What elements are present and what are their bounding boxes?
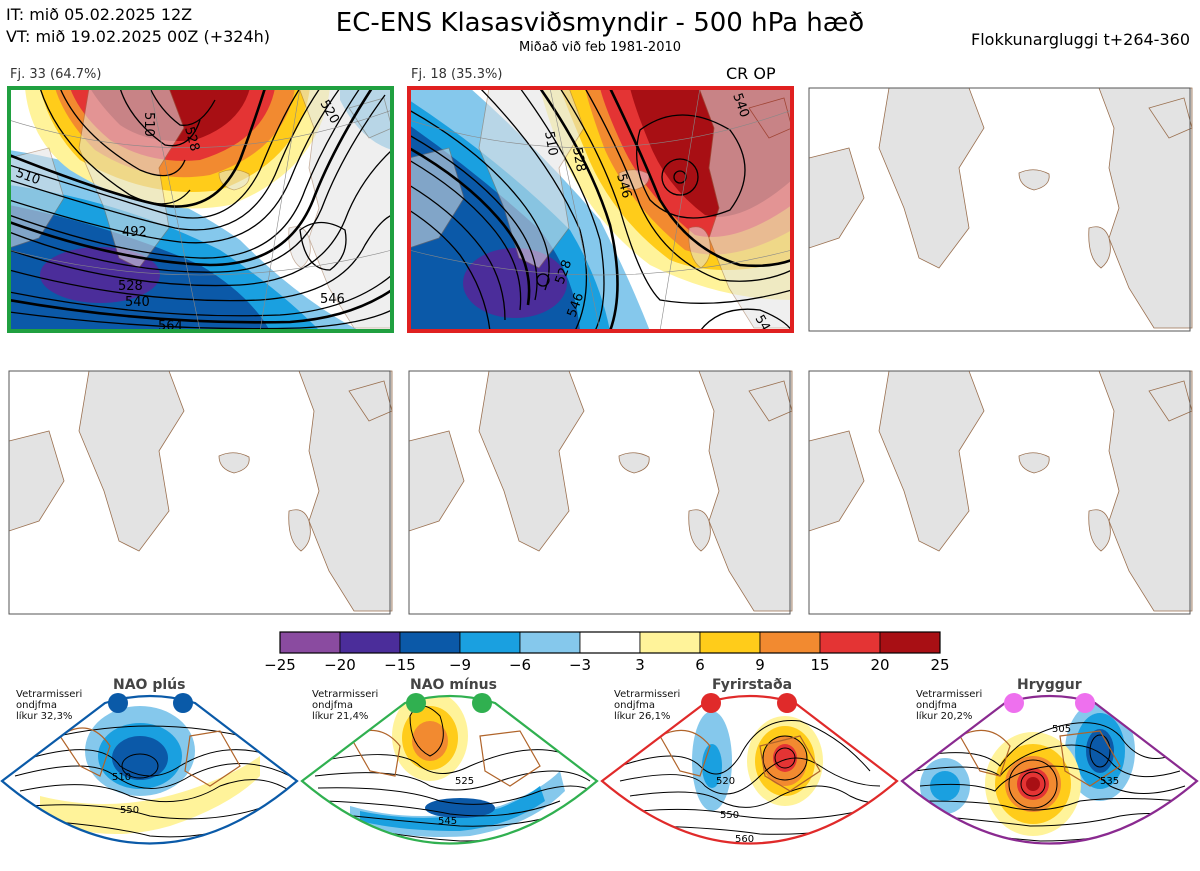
colorbar-cell bbox=[279, 631, 341, 654]
cluster-1-contour-label: 564 bbox=[158, 319, 183, 334]
regime-4-note: Vetrarmisseri ondjfma líkur 20,2% bbox=[916, 689, 983, 722]
regime-2-dot bbox=[472, 693, 492, 713]
colorbar-cell bbox=[399, 631, 461, 654]
valid-time: VT: mið 19.02.2025 00Z (+324h) bbox=[6, 27, 271, 46]
cluster-2-contour-label: 546 bbox=[613, 172, 634, 200]
regime-2-outline bbox=[300, 694, 599, 845]
regime-4-contour-label: 505 bbox=[1052, 724, 1071, 735]
colorbar-cell bbox=[519, 631, 581, 654]
cluster-2-map: 510 528 546 540 528 546 540 bbox=[407, 86, 794, 333]
colorbar-tick-label: −15 bbox=[384, 656, 416, 674]
regime-3-outline bbox=[600, 694, 899, 845]
colorbar-cell bbox=[699, 631, 761, 654]
colorbar-cell bbox=[759, 631, 821, 654]
regime-1-contour-label: 550 bbox=[120, 805, 139, 816]
cluster-1-map: 520 510 528 492 510 528 540 546 564 bbox=[7, 86, 394, 334]
colorbar-tick-label: −9 bbox=[449, 656, 471, 674]
empty-map-panel bbox=[8, 370, 393, 615]
cluster-1-contour-label: 510 bbox=[141, 112, 156, 137]
regime-2-dot bbox=[406, 693, 426, 713]
colorbar-cell bbox=[819, 631, 881, 654]
cluster-1-contour-label: 546 bbox=[320, 292, 345, 307]
cluster-2-contour-label: 528 bbox=[569, 146, 588, 173]
regime-1-outline bbox=[0, 694, 299, 845]
colorbar-tick-label: 9 bbox=[755, 656, 765, 674]
regime-panels: 510 550 525 bbox=[0, 693, 1199, 861]
colorbar-tick-label: −6 bbox=[509, 656, 531, 674]
initial-time: IT: mið 05.02.2025 12Z bbox=[6, 5, 193, 24]
regime-1-dot bbox=[108, 693, 128, 713]
cluster-2-label: Fj. 18 (35.3%) bbox=[411, 67, 503, 82]
colorbar-tick-label: 20 bbox=[870, 656, 889, 674]
page-title: EC-ENS Klasasviðsmyndir - 500 hPa hæð bbox=[335, 8, 865, 38]
colorbar-tick-label: −20 bbox=[324, 656, 356, 674]
colorbar-cell bbox=[459, 631, 521, 654]
regime-4-dot bbox=[1075, 693, 1095, 713]
regime-3-title: Fyrirstaða bbox=[712, 677, 793, 693]
regime-1-contour-label: 510 bbox=[112, 772, 131, 783]
cluster-1-frame bbox=[7, 86, 394, 333]
colorbar-tick-label: −3 bbox=[569, 656, 591, 674]
cluster-2-contour-label: 510 bbox=[541, 130, 560, 157]
regime-4-outline bbox=[900, 694, 1199, 845]
colorbar-cell bbox=[639, 631, 701, 654]
regime-3-contour-label: 550 bbox=[720, 810, 739, 821]
classification-window: Flokkunargluggi t+264-360 bbox=[971, 30, 1190, 49]
regime-1-title: NAO plús bbox=[113, 677, 186, 693]
colorbar-tick-label: 15 bbox=[810, 656, 829, 674]
cluster-1-contour-label: 528 bbox=[181, 125, 202, 153]
regime-2-contour-label: 565 bbox=[448, 850, 467, 861]
empty-map-panel bbox=[808, 87, 1193, 332]
regime-2-note: Vetrarmisseri ondjfma líkur 21,4% bbox=[312, 689, 379, 722]
cluster-1-contour-label: 492 bbox=[122, 225, 147, 240]
colorbar-tick-label: 6 bbox=[695, 656, 705, 674]
colorbar-tick-label: 25 bbox=[930, 656, 949, 674]
run-info: IT: mið 05.02.2025 12Z VT: mið 19.02.202… bbox=[6, 4, 270, 48]
regime-2-contour-label: 545 bbox=[438, 816, 457, 827]
regime-3-dot bbox=[701, 693, 721, 713]
control-run-marker: CR OP bbox=[726, 64, 776, 83]
colorbar-tick-label: 3 bbox=[635, 656, 645, 674]
regime-3-note: Vetrarmisseri ondjfma líkur 26,1% bbox=[614, 689, 681, 722]
cluster-1-label: Fj. 33 (64.7%) bbox=[10, 67, 102, 82]
regime-2-title: NAO mínus bbox=[410, 677, 497, 693]
regime-1-dot bbox=[173, 693, 193, 713]
colorbar: −25 −20 −15 −9 −6 −3 3 6 9 15 20 25 bbox=[264, 631, 950, 674]
cluster-2-frame bbox=[407, 86, 794, 333]
cluster-1-contour-label: 528 bbox=[118, 279, 143, 294]
regime-3-contour-label: 560 bbox=[735, 834, 754, 845]
regime-2-contour-label: 525 bbox=[455, 776, 474, 787]
regime-3-dot bbox=[777, 693, 797, 713]
regime-4-dot bbox=[1004, 693, 1024, 713]
empty-map-panel bbox=[808, 370, 1193, 615]
regime-4-contour-label: 535 bbox=[1100, 776, 1119, 787]
page-subtitle: Miðað við feb 1981-2010 bbox=[518, 40, 682, 55]
cluster-1-contour-label: 540 bbox=[125, 295, 150, 310]
empty-map-panel bbox=[408, 370, 793, 615]
colorbar-tick-label: −25 bbox=[264, 656, 296, 674]
regime-3-contour-label: 520 bbox=[716, 776, 735, 787]
colorbar-cell bbox=[879, 631, 941, 654]
regime-1-note: Vetrarmisseri ondjfma líkur 32,3% bbox=[16, 689, 83, 722]
colorbar-cell bbox=[579, 631, 641, 654]
colorbar-cell bbox=[339, 631, 401, 654]
regime-4-title: Hryggur bbox=[1017, 677, 1082, 693]
map-panels: 520 510 528 492 510 528 540 546 564 bbox=[7, 86, 1193, 615]
